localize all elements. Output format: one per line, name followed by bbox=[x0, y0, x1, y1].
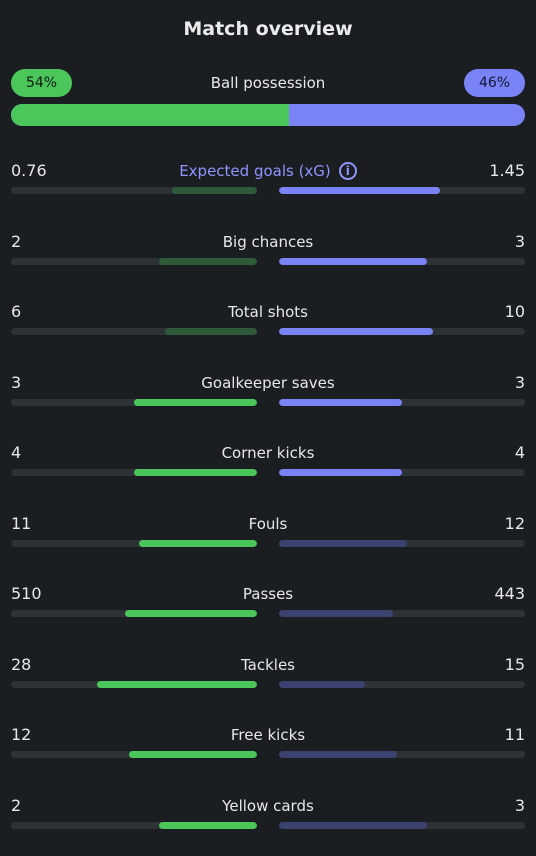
stat-label: Yellow cards bbox=[11, 797, 525, 815]
stat-label: Expected goals (xG) i bbox=[11, 162, 525, 180]
away-stat-track bbox=[279, 187, 525, 194]
stat-row: 11 Fouls 12 bbox=[11, 514, 525, 554]
away-stat-fill bbox=[279, 187, 441, 194]
home-stat-value: 28 bbox=[11, 654, 32, 674]
home-stat-track bbox=[11, 610, 257, 617]
away-stat-track bbox=[279, 821, 525, 829]
home-stat-track bbox=[11, 257, 257, 265]
home-stat-fill bbox=[125, 610, 257, 617]
away-stat-track bbox=[279, 751, 525, 758]
home-possession-fill bbox=[11, 104, 289, 126]
away-stat-value: 3 bbox=[514, 795, 525, 815]
away-stat-fill bbox=[279, 751, 397, 758]
info-icon[interactable]: i bbox=[338, 162, 357, 180]
away-stat-fill bbox=[279, 680, 365, 688]
stat-label-text: Fouls bbox=[248, 514, 288, 533]
stat-label-text: Expected goals (xG) bbox=[179, 162, 331, 180]
away-stat-value: 3 bbox=[514, 372, 525, 392]
home-stat-track bbox=[11, 398, 257, 406]
home-stat-track bbox=[11, 469, 257, 476]
away-possession-badge: 46% bbox=[464, 69, 525, 97]
stat-label-text: Free kicks bbox=[230, 726, 306, 744]
stat-row: 28 Tackles 15 bbox=[11, 655, 525, 695]
stat-label-text: Goalkeeper saves bbox=[201, 373, 335, 392]
stat-label-text: Total shots bbox=[228, 303, 308, 321]
away-stat-fill bbox=[279, 469, 402, 476]
stat-label: Fouls bbox=[11, 515, 525, 533]
possession-bar bbox=[11, 104, 525, 126]
stat-label: Tackles bbox=[11, 656, 525, 674]
stat-label: Corner kicks bbox=[11, 444, 525, 462]
home-stat-value: 12 bbox=[11, 725, 32, 744]
home-stat-track bbox=[11, 751, 257, 758]
away-stat-value: 12 bbox=[504, 513, 525, 533]
away-stat-track bbox=[279, 328, 525, 335]
home-stat-value: 6 bbox=[11, 302, 22, 321]
stat-row: 4 Corner kicks 4 bbox=[11, 443, 525, 483]
home-stat-value: 510 bbox=[11, 584, 42, 603]
away-stat-track bbox=[279, 610, 525, 617]
stat-row: 510 Passes 443 bbox=[11, 584, 525, 624]
away-stat-track bbox=[279, 539, 525, 547]
stat-row: 12 Free kicks 11 bbox=[11, 725, 525, 765]
away-stat-track bbox=[279, 257, 525, 265]
stat-label-text: Passes bbox=[242, 585, 294, 603]
away-stat-value: 3 bbox=[514, 231, 525, 251]
stat-row: 2 Big chances 3 bbox=[11, 232, 525, 272]
stat-label: Big chances bbox=[11, 233, 525, 251]
stat-label-text: Big chances bbox=[222, 232, 314, 251]
away-stat-track bbox=[279, 469, 525, 476]
home-stat-track bbox=[11, 821, 257, 829]
home-stat-value: 11 bbox=[11, 513, 32, 533]
home-stat-fill bbox=[128, 751, 257, 758]
home-stat-fill bbox=[172, 187, 257, 194]
stat-label-text: Tackles bbox=[240, 655, 296, 674]
away-stat-fill bbox=[279, 821, 427, 829]
home-stat-track bbox=[11, 328, 257, 335]
stat-label-text: Yellow cards bbox=[222, 796, 314, 815]
home-stat-value: 4 bbox=[11, 443, 22, 462]
home-stat-fill bbox=[134, 469, 257, 476]
home-stat-fill bbox=[139, 539, 257, 547]
stat-label: Total shots bbox=[11, 303, 525, 321]
away-stat-value: 10 bbox=[504, 302, 525, 321]
home-stat-fill bbox=[96, 680, 257, 688]
away-stat-value: 4 bbox=[514, 443, 525, 462]
away-stat-track bbox=[279, 680, 525, 688]
home-stat-track bbox=[11, 539, 257, 547]
home-stat-fill bbox=[164, 328, 257, 335]
stat-label-text: Corner kicks bbox=[221, 444, 315, 462]
home-stat-fill bbox=[158, 821, 257, 829]
away-stat-fill bbox=[279, 328, 433, 335]
home-stat-value: 3 bbox=[11, 372, 22, 392]
possession-label: Ball possession bbox=[210, 74, 326, 92]
home-stat-value: 2 bbox=[11, 231, 22, 251]
home-possession-badge: 54% bbox=[11, 69, 72, 97]
away-stat-fill bbox=[279, 257, 427, 265]
stat-row: 0.76 Expected goals (xG) i 1.45 bbox=[11, 161, 525, 201]
home-stat-value: 2 bbox=[11, 795, 22, 815]
home-stat-track bbox=[11, 187, 257, 194]
page-title: Match overview bbox=[183, 18, 353, 40]
away-stat-track bbox=[279, 398, 525, 406]
away-stat-fill bbox=[279, 610, 394, 617]
home-stat-value: 0.76 bbox=[11, 161, 47, 180]
away-stat-value: 443 bbox=[494, 584, 525, 603]
possession-header: 54% Ball possession 46% bbox=[11, 69, 525, 97]
stat-label: Free kicks bbox=[11, 726, 525, 744]
away-stat-value: 1.45 bbox=[489, 161, 525, 180]
stat-row: 6 Total shots 10 bbox=[11, 302, 525, 342]
home-stat-fill bbox=[134, 398, 257, 406]
away-stat-fill bbox=[279, 398, 402, 406]
home-stat-track bbox=[11, 680, 257, 688]
stat-row: 3 Goalkeeper saves 3 bbox=[11, 373, 525, 413]
away-stat-value: 15 bbox=[504, 654, 525, 674]
stat-label: Passes bbox=[11, 585, 525, 603]
stat-row: 2 Yellow cards 3 bbox=[11, 796, 525, 836]
away-stat-value: 11 bbox=[504, 725, 525, 744]
away-stat-fill bbox=[279, 539, 408, 547]
home-stat-fill bbox=[158, 257, 257, 265]
stat-label: Goalkeeper saves bbox=[11, 374, 525, 392]
